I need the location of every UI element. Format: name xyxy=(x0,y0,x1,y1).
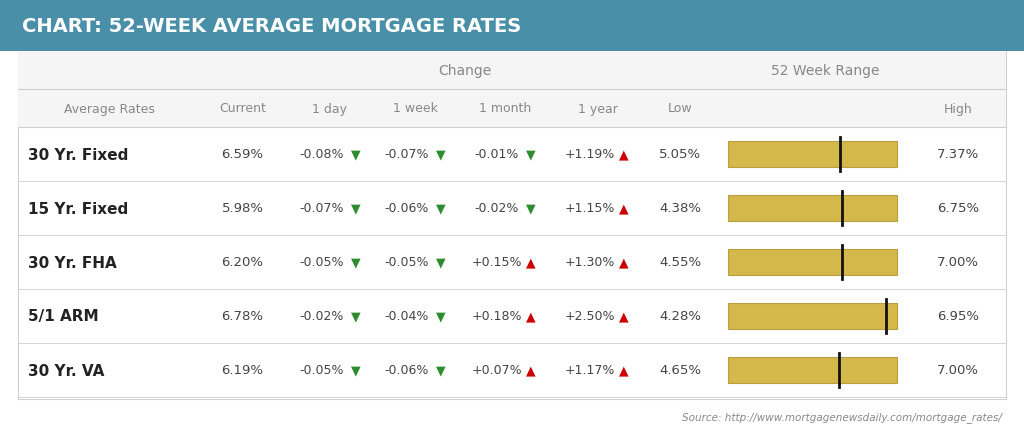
Text: ▼: ▼ xyxy=(436,256,445,269)
Text: ▼: ▼ xyxy=(351,310,360,323)
Text: -0.04%: -0.04% xyxy=(385,310,429,323)
Text: 6.20%: 6.20% xyxy=(221,256,263,269)
Text: 5.98%: 5.98% xyxy=(221,202,263,215)
Text: Source: http://www.mortgagenewsdaily.com/mortgage_rates/: Source: http://www.mortgagenewsdaily.com… xyxy=(682,412,1002,422)
Text: +0.18%: +0.18% xyxy=(472,310,522,323)
Text: 4.28%: 4.28% xyxy=(659,310,701,323)
Bar xyxy=(18,52,1006,399)
Text: 1 day: 1 day xyxy=(312,102,347,115)
Text: ▲: ▲ xyxy=(618,256,629,269)
Text: 5.05%: 5.05% xyxy=(658,148,701,161)
Text: ▼: ▼ xyxy=(351,364,360,377)
Text: -0.05%: -0.05% xyxy=(300,256,344,269)
Text: ▲: ▲ xyxy=(618,148,629,161)
Text: ▲: ▲ xyxy=(526,364,536,377)
Text: +0.15%: +0.15% xyxy=(472,256,522,269)
Text: ▼: ▼ xyxy=(351,148,360,161)
Text: 4.38%: 4.38% xyxy=(659,202,701,215)
Text: ▼: ▼ xyxy=(526,148,536,161)
Text: ▼: ▼ xyxy=(436,364,445,377)
Bar xyxy=(728,141,897,168)
Text: -0.02%: -0.02% xyxy=(475,202,519,215)
Text: -0.01%: -0.01% xyxy=(475,148,519,161)
Text: 6.78%: 6.78% xyxy=(221,310,263,323)
Text: Change: Change xyxy=(438,64,492,78)
Text: ▼: ▼ xyxy=(436,148,445,161)
Text: ▼: ▼ xyxy=(436,310,445,323)
Bar xyxy=(0,0,1024,52)
Text: -0.05%: -0.05% xyxy=(300,364,344,377)
Text: +1.15%: +1.15% xyxy=(564,202,614,215)
Text: Average Rates: Average Rates xyxy=(63,102,155,115)
Text: -0.07%: -0.07% xyxy=(385,148,429,161)
Text: +2.50%: +2.50% xyxy=(564,310,614,323)
Text: ▲: ▲ xyxy=(618,310,629,323)
Text: Low: Low xyxy=(668,102,692,115)
Text: 1 month: 1 month xyxy=(479,102,531,115)
Text: ▼: ▼ xyxy=(436,202,445,215)
Text: ▼: ▼ xyxy=(351,202,360,215)
Text: ▼: ▼ xyxy=(526,202,536,215)
Text: 5/1 ARM: 5/1 ARM xyxy=(28,309,98,324)
Text: ▲: ▲ xyxy=(618,364,629,377)
Bar xyxy=(18,90,1006,128)
Text: +1.30%: +1.30% xyxy=(564,256,614,269)
Text: -0.06%: -0.06% xyxy=(385,202,429,215)
Bar xyxy=(728,303,897,329)
Bar xyxy=(728,249,897,275)
Text: 7.37%: 7.37% xyxy=(937,148,979,161)
Text: ▲: ▲ xyxy=(618,202,629,215)
Text: 1 week: 1 week xyxy=(392,102,437,115)
Text: 4.55%: 4.55% xyxy=(658,256,701,269)
Text: 30 Yr. FHA: 30 Yr. FHA xyxy=(28,255,117,270)
Text: -0.05%: -0.05% xyxy=(385,256,429,269)
Text: 4.65%: 4.65% xyxy=(659,364,701,377)
Text: +1.17%: +1.17% xyxy=(564,364,614,377)
Bar xyxy=(728,357,897,383)
Text: ▲: ▲ xyxy=(526,256,536,269)
Text: 6.59%: 6.59% xyxy=(221,148,263,161)
Bar xyxy=(18,52,1006,90)
Text: High: High xyxy=(944,102,973,115)
Text: 6.75%: 6.75% xyxy=(937,202,979,215)
Bar xyxy=(728,196,897,221)
Text: -0.08%: -0.08% xyxy=(300,148,344,161)
Text: +0.07%: +0.07% xyxy=(472,364,522,377)
Text: 52 Week Range: 52 Week Range xyxy=(771,64,880,78)
Text: Current: Current xyxy=(219,102,266,115)
Text: 30 Yr. Fixed: 30 Yr. Fixed xyxy=(28,147,128,162)
Text: 30 Yr. VA: 30 Yr. VA xyxy=(28,362,104,378)
Text: -0.02%: -0.02% xyxy=(300,310,344,323)
Text: ▼: ▼ xyxy=(351,256,360,269)
Text: 15 Yr. Fixed: 15 Yr. Fixed xyxy=(28,201,128,216)
Text: 7.00%: 7.00% xyxy=(937,364,979,377)
Text: 7.00%: 7.00% xyxy=(937,256,979,269)
Text: 1 year: 1 year xyxy=(578,102,617,115)
Text: ▲: ▲ xyxy=(526,310,536,323)
Text: CHART: 52-WEEK AVERAGE MORTGAGE RATES: CHART: 52-WEEK AVERAGE MORTGAGE RATES xyxy=(22,16,521,35)
Text: +1.19%: +1.19% xyxy=(564,148,614,161)
Text: -0.07%: -0.07% xyxy=(300,202,344,215)
Text: 6.95%: 6.95% xyxy=(937,310,979,323)
Text: -0.06%: -0.06% xyxy=(385,364,429,377)
Text: 6.19%: 6.19% xyxy=(221,364,263,377)
